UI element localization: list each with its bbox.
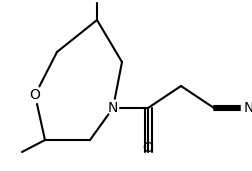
Text: N: N [244,101,252,115]
Text: O: O [143,141,153,155]
Text: N: N [108,101,118,115]
Text: O: O [29,88,40,102]
